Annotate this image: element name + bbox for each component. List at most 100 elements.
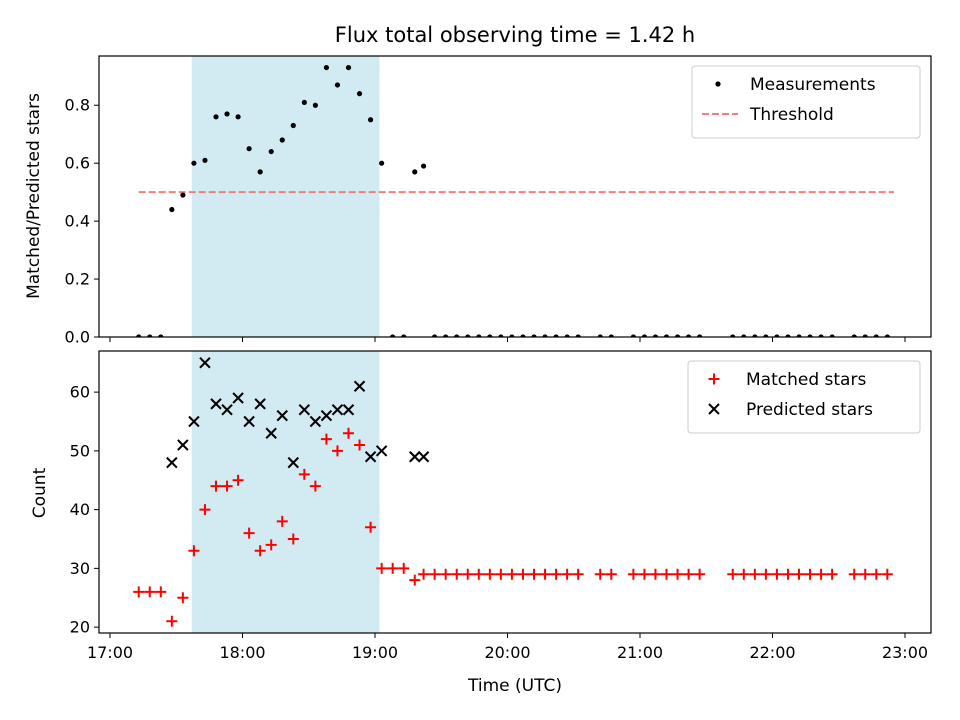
data-point (697, 334, 703, 337)
data-point (243, 415, 255, 428)
data-point (387, 562, 399, 574)
data-point (301, 99, 307, 105)
data-point (224, 111, 230, 117)
data-point (287, 456, 299, 469)
legend-entry: Predicted stars (708, 400, 873, 420)
legend-box (687, 360, 921, 434)
data-point (870, 568, 882, 580)
data-point (749, 568, 761, 580)
data-point (166, 615, 178, 627)
data-point (246, 146, 252, 152)
data-point (804, 568, 816, 580)
legend-box (691, 65, 921, 139)
data-point (859, 568, 871, 580)
data-point (412, 169, 418, 175)
bottom-y-axis-label: Count (30, 467, 50, 518)
data-point (774, 334, 780, 337)
data-point (661, 568, 672, 580)
data-point (627, 568, 639, 580)
data-point (807, 334, 813, 337)
data-point (674, 334, 681, 337)
data-point (476, 334, 482, 337)
legend-label: Matched stars (746, 370, 866, 390)
data-point (243, 527, 255, 539)
data-point (484, 568, 496, 580)
data-point (465, 334, 471, 337)
data-point (354, 439, 366, 451)
y-tick-label: 30 (70, 559, 90, 578)
data-point (495, 568, 507, 580)
data-point (509, 334, 515, 337)
y-tick-label: 0.0 (65, 328, 90, 347)
data-point (177, 439, 189, 451)
legend: Matched stars Predicted stars (687, 360, 921, 434)
data-point (364, 451, 377, 463)
legend-entry: Threshold (702, 105, 834, 125)
data-point (221, 480, 233, 492)
data-point (694, 568, 706, 580)
data-point (738, 568, 750, 580)
data-point (520, 334, 526, 337)
data-point (188, 545, 200, 557)
data-point (417, 451, 430, 463)
data-point (298, 468, 310, 480)
data-point (553, 334, 559, 337)
top-panel: 0.0 0.2 0.4 0.6 0.8 Measurements Threshold (65, 55, 932, 347)
data-point (575, 334, 581, 337)
data-point (638, 568, 650, 580)
data-point (309, 415, 322, 428)
legend-label: Predicted stars (746, 400, 873, 420)
data-point (630, 334, 636, 337)
data-layer (136, 64, 894, 337)
data-point (473, 568, 485, 580)
data-point (133, 586, 145, 598)
data-point (782, 568, 794, 580)
data-point (398, 562, 410, 574)
data-point (564, 334, 570, 337)
data-point (265, 539, 277, 551)
data-point (367, 117, 374, 123)
data-point (517, 568, 529, 580)
series-measurements (136, 64, 890, 337)
data-point (279, 137, 285, 143)
data-point (539, 568, 551, 580)
legend-marker (708, 373, 720, 385)
data-point (848, 568, 860, 580)
data-point (376, 562, 388, 574)
data-point (829, 334, 835, 337)
legend-entry: Matched stars (708, 370, 866, 390)
data-point (785, 334, 791, 337)
data-point (409, 451, 421, 463)
data-point (451, 568, 463, 580)
data-point (727, 568, 739, 580)
data-point (771, 568, 783, 580)
data-point (210, 398, 222, 410)
data-point (826, 568, 838, 580)
data-point (498, 334, 504, 337)
data-point (169, 206, 175, 213)
x-tick-label: 22:00 (749, 643, 795, 662)
data-point (331, 445, 343, 457)
data-point (298, 404, 311, 416)
data-point (320, 409, 333, 422)
data-point (265, 427, 277, 439)
data-point (320, 433, 332, 445)
x-tick-label: 18:00 (219, 643, 265, 662)
data-point (683, 568, 695, 580)
legend: Measurements Threshold (691, 65, 921, 139)
data-point (342, 404, 355, 416)
observing-window-shade (191, 56, 380, 337)
data-point (353, 380, 366, 392)
y-tick-label: 0.8 (65, 96, 90, 115)
data-point (594, 568, 606, 580)
data-point (741, 334, 747, 337)
data-point (158, 334, 164, 337)
data-point (147, 334, 153, 337)
legend-marker (708, 403, 720, 415)
data-point (881, 568, 893, 580)
data-point (429, 568, 441, 580)
data-point (390, 334, 396, 337)
data-point (309, 480, 321, 492)
data-point (379, 160, 385, 166)
data-point (528, 568, 540, 580)
